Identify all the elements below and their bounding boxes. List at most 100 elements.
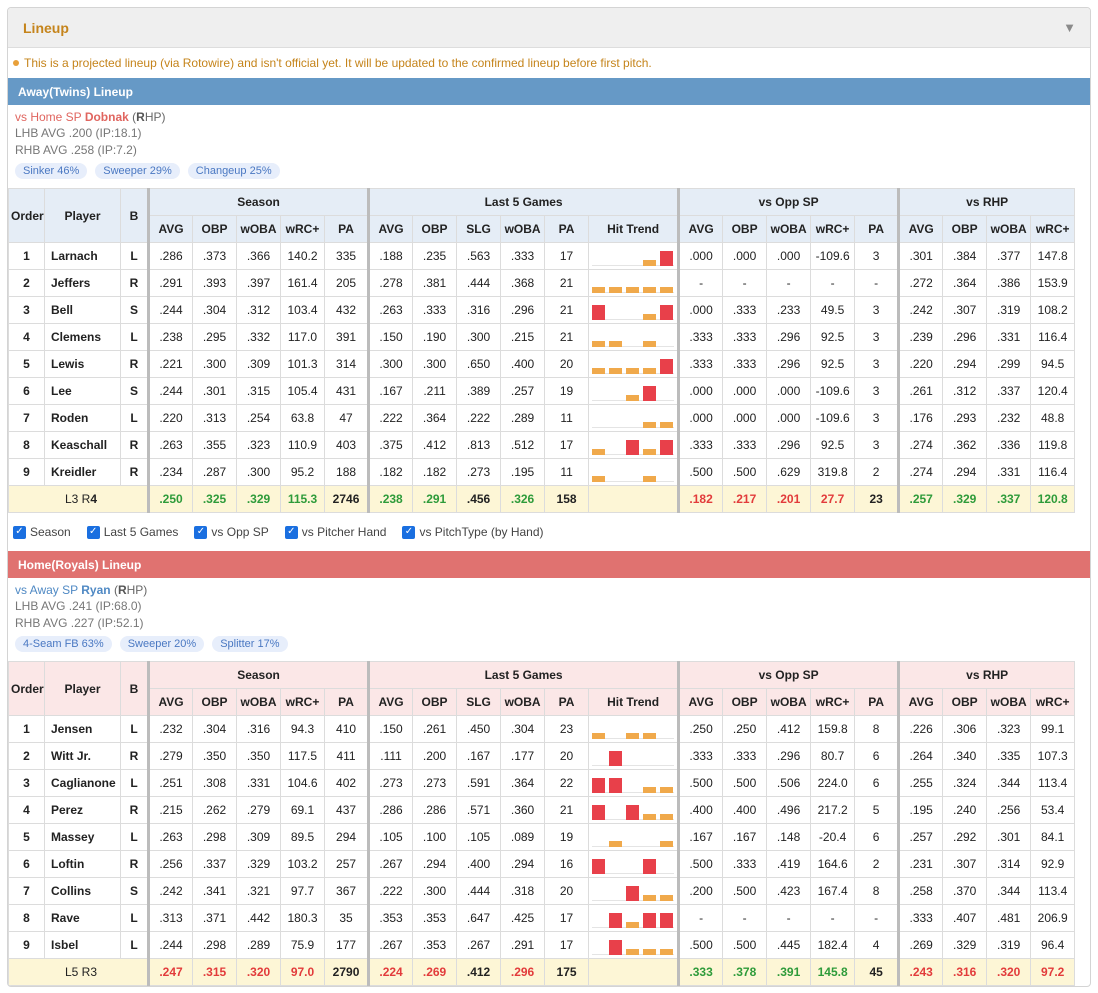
checkbox-checked-icon[interactable]: ✓: [86, 525, 100, 539]
bats-hand: S: [120, 296, 149, 324]
col-header-avg[interactable]: AVG: [367, 688, 414, 716]
col-header-hit-trend[interactable]: Hit Trend: [588, 215, 680, 243]
player-name[interactable]: Caglianone: [44, 769, 121, 797]
pitch-pill[interactable]: Changeup 25%: [187, 163, 280, 179]
checkbox-checked-icon[interactable]: ✓: [402, 525, 416, 539]
player-name[interactable]: Lee: [44, 377, 121, 405]
pitch-pill[interactable]: 4-Seam FB 63%: [15, 636, 112, 652]
col-header-woba[interactable]: wOBA: [236, 688, 281, 716]
player-name[interactable]: Massey: [44, 823, 121, 851]
pitch-pill[interactable]: Splitter 17%: [212, 636, 288, 652]
checkbox-checked-icon[interactable]: ✓: [194, 525, 208, 539]
player-name[interactable]: Larnach: [44, 242, 121, 270]
season-stat: 63.8: [280, 404, 325, 432]
col-header-obp[interactable]: OBP: [412, 688, 458, 716]
col-header-obp[interactable]: OBP: [722, 215, 768, 243]
notice-text: This is a projected lineup (via Rotowire…: [24, 56, 652, 70]
player-header[interactable]: Player: [44, 188, 121, 243]
player-name[interactable]: Witt Jr.: [44, 742, 121, 770]
col-header-avg[interactable]: AVG: [147, 215, 193, 243]
player-name[interactable]: Perez: [44, 796, 121, 824]
hit-trend-bar: [609, 940, 623, 955]
col-header-obp[interactable]: OBP: [192, 215, 237, 243]
col-header-woba[interactable]: wOBA: [500, 215, 546, 243]
bats-header[interactable]: B: [120, 188, 149, 243]
vs-prefix: vs Away SP: [15, 583, 82, 597]
checkbox-checked-icon[interactable]: ✓: [13, 525, 26, 539]
player-name[interactable]: Loftin: [44, 850, 121, 878]
player-name[interactable]: Roden: [44, 404, 121, 432]
col-header-obp[interactable]: OBP: [942, 688, 988, 716]
pitch-pill[interactable]: Sweeper 20%: [119, 636, 205, 652]
filter-vs-pitcher-hand[interactable]: ✓ vs Pitcher Hand: [284, 525, 386, 539]
col-header-slg[interactable]: SLG: [456, 215, 502, 243]
player-name[interactable]: Keaschall: [44, 431, 121, 459]
checkbox-checked-icon[interactable]: ✓: [284, 525, 298, 539]
last5-stat: 21: [544, 796, 590, 824]
col-header-avg[interactable]: AVG: [897, 688, 944, 716]
col-header-avg[interactable]: AVG: [677, 688, 724, 716]
col-header-obp[interactable]: OBP: [412, 215, 458, 243]
col-header-obp[interactable]: OBP: [722, 688, 768, 716]
col-header-wrc-[interactable]: wRC+: [280, 688, 325, 716]
vs-opp-sp-total: 27.7: [810, 485, 856, 513]
opp-sp-name[interactable]: Dobnak: [84, 110, 129, 124]
col-header-woba[interactable]: wOBA: [766, 688, 812, 716]
season-stat: .304: [192, 296, 237, 324]
col-header-pa[interactable]: PA: [323, 215, 370, 243]
col-header-woba[interactable]: wOBA: [236, 215, 281, 243]
col-header-pa[interactable]: PA: [544, 688, 590, 716]
hit-trend-cell: [588, 823, 680, 851]
col-header-woba[interactable]: wOBA: [986, 688, 1032, 716]
order-header[interactable]: Order: [8, 188, 45, 243]
hit-trend-bar: [643, 476, 657, 482]
col-header-avg[interactable]: AVG: [367, 215, 414, 243]
col-header-pa[interactable]: PA: [854, 688, 900, 716]
season-stat: .289: [236, 931, 281, 959]
player-name[interactable]: Collins: [44, 877, 121, 905]
col-header-wrc-[interactable]: wRC+: [1030, 215, 1076, 243]
player-name[interactable]: Bell: [44, 296, 121, 324]
pitch-pill[interactable]: Sinker 46%: [15, 163, 88, 179]
filter-vs-pitchtype-by-hand-[interactable]: ✓ vs PitchType (by Hand): [402, 525, 544, 539]
bats-header[interactable]: B: [120, 661, 149, 716]
player-name[interactable]: Kreidler: [44, 458, 121, 486]
col-header-hit-trend[interactable]: Hit Trend: [588, 688, 680, 716]
col-header-obp[interactable]: OBP: [942, 215, 988, 243]
panel-header[interactable]: Lineup ▼: [8, 8, 1090, 48]
col-header-wrc-[interactable]: wRC+: [810, 688, 856, 716]
opp-sp-name[interactable]: Ryan: [81, 583, 111, 597]
player-name[interactable]: Rave: [44, 904, 121, 932]
col-header-woba[interactable]: wOBA: [500, 688, 546, 716]
col-header-pa[interactable]: PA: [323, 688, 370, 716]
col-header-woba[interactable]: wOBA: [986, 215, 1032, 243]
collapse-chevron-icon[interactable]: ▼: [1063, 20, 1076, 35]
filter-vs-opp-sp[interactable]: ✓ vs Opp SP: [194, 525, 269, 539]
col-header-pa[interactable]: PA: [544, 215, 590, 243]
hit-trend-bar: [626, 949, 640, 955]
col-header-wrc-[interactable]: wRC+: [810, 215, 856, 243]
col-header-wrc-[interactable]: wRC+: [280, 215, 325, 243]
player-name[interactable]: Lewis: [44, 350, 121, 378]
pitch-pill[interactable]: Sweeper 29%: [95, 163, 180, 179]
col-header-woba[interactable]: wOBA: [766, 215, 812, 243]
player-name[interactable]: Clemens: [44, 323, 121, 351]
filter-season[interactable]: ✓ Season: [13, 525, 71, 539]
col-header-obp[interactable]: OBP: [192, 688, 237, 716]
col-header-avg[interactable]: AVG: [897, 215, 944, 243]
col-header-avg[interactable]: AVG: [147, 688, 193, 716]
vs-opp-sp-stat: .167: [677, 823, 724, 851]
col-header-pa[interactable]: PA: [854, 215, 900, 243]
col-header-wrc-[interactable]: wRC+: [1030, 688, 1076, 716]
player-header[interactable]: Player: [44, 661, 121, 716]
vs-opp-sp-stat: .333: [677, 431, 724, 459]
vs-hand-stat: 120.4: [1030, 377, 1076, 405]
col-header-avg[interactable]: AVG: [677, 215, 724, 243]
season-stat: 89.5: [280, 823, 325, 851]
col-header-slg[interactable]: SLG: [456, 688, 502, 716]
order-header[interactable]: Order: [8, 661, 45, 716]
player-name[interactable]: Jeffers: [44, 269, 121, 297]
player-name[interactable]: Jensen: [44, 715, 121, 743]
player-name[interactable]: Isbel: [44, 931, 121, 959]
filter-last-5-games[interactable]: ✓ Last 5 Games: [86, 525, 178, 539]
